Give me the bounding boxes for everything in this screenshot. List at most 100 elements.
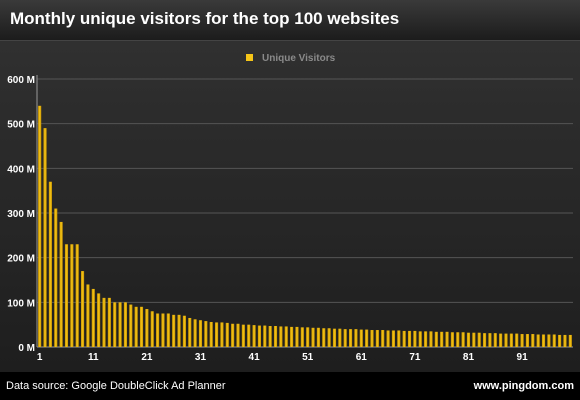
bar: [515, 333, 519, 347]
chart-title: Monthly unique visitors for the top 100 …: [10, 9, 400, 28]
data-source-text: Data source: Google DoubleClick Ad Plann…: [6, 380, 226, 392]
bar: [316, 327, 320, 347]
bar: [295, 326, 299, 347]
bar: [504, 333, 508, 347]
bar: [209, 321, 213, 347]
x-tick-label: 11: [88, 352, 99, 363]
bar: [91, 288, 95, 347]
bar: [231, 323, 235, 347]
bar: [290, 326, 294, 347]
bar: [386, 330, 390, 347]
x-tick-label: 1: [37, 352, 43, 363]
bar: [59, 221, 63, 347]
bar: [488, 333, 492, 347]
legend-swatch: [246, 54, 253, 61]
bar: [327, 328, 331, 347]
x-tick-label: 91: [517, 352, 529, 363]
bar: [86, 284, 90, 347]
bar: [402, 330, 406, 347]
bar: [332, 328, 337, 347]
y-tick-label: 300 M: [7, 209, 35, 220]
bar: [397, 330, 401, 347]
bar: [483, 333, 487, 347]
y-tick-label: 400 M: [7, 164, 35, 175]
bar: [558, 334, 562, 347]
x-tick-label: 61: [356, 352, 368, 363]
y-tick-label: 200 M: [7, 254, 35, 265]
bar: [300, 327, 304, 347]
bar: [472, 332, 476, 347]
bar: [123, 302, 127, 347]
bar: [70, 244, 74, 347]
bar: [139, 306, 144, 347]
bar: [477, 332, 481, 347]
bar: [311, 327, 315, 347]
bar: [552, 334, 556, 347]
x-tick-label: 31: [195, 352, 207, 363]
bar: [177, 314, 181, 347]
bar: [536, 334, 540, 347]
y-tick-label: 600 M: [7, 75, 35, 86]
bar: [220, 322, 224, 347]
x-tick-label: 71: [409, 352, 421, 363]
bar: [134, 306, 138, 347]
bar: [166, 313, 170, 347]
bar: [440, 331, 444, 347]
bar: [563, 334, 567, 347]
bar: [161, 313, 165, 347]
y-tick-label: 0 M: [18, 343, 35, 354]
footer: Data source: Google DoubleClick Ad Plann…: [0, 372, 580, 400]
x-tick-label: 41: [249, 352, 261, 363]
bar: [257, 325, 261, 347]
bar: [461, 332, 465, 347]
bar: [338, 328, 342, 347]
bar: [445, 331, 449, 347]
bar: [64, 244, 69, 347]
bar: [129, 304, 133, 347]
bar: [279, 326, 283, 347]
bar: [306, 327, 310, 347]
bar: [81, 271, 85, 347]
y-tick-label: 500 M: [7, 120, 35, 131]
bar: [407, 330, 412, 347]
title-bar: Monthly unique visitors for the top 100 …: [0, 0, 580, 41]
bar: [493, 333, 497, 347]
bar: [284, 326, 288, 347]
bar: [370, 330, 374, 347]
bar: [434, 331, 438, 347]
bar: [247, 324, 251, 347]
y-tick-label: 100 M: [7, 298, 35, 309]
site-url-text: www.pingdom.com: [473, 380, 574, 392]
bar: [43, 128, 47, 347]
bar: [273, 326, 278, 347]
bar: [391, 330, 395, 347]
bar: [429, 331, 433, 347]
bar: [38, 105, 42, 347]
bar: [182, 315, 186, 347]
bar: [97, 293, 101, 347]
bar: [354, 329, 358, 347]
bar: [172, 314, 176, 347]
bar: [456, 332, 460, 347]
bar: [424, 331, 428, 347]
x-tick-label: 81: [463, 352, 475, 363]
bar: [145, 309, 149, 347]
legend: Unique Visitors: [246, 53, 336, 64]
legend-label: Unique Visitors: [262, 53, 336, 64]
bar: [322, 328, 326, 347]
x-tick-label: 21: [141, 352, 153, 363]
bar: [75, 244, 79, 347]
x-tick-label: 51: [302, 352, 314, 363]
bar: [263, 325, 267, 347]
bar: [54, 208, 58, 347]
chart-area: 0 M 100 M 200 M 300 M 400 M 500 M 600 M 1 11 21 31…: [0, 41, 580, 372]
bar: [413, 330, 417, 347]
bar: [547, 334, 551, 347]
bar: [236, 323, 240, 347]
bar: [466, 332, 471, 347]
bar: [215, 322, 219, 347]
bar: [418, 331, 422, 347]
bar: [381, 330, 385, 347]
